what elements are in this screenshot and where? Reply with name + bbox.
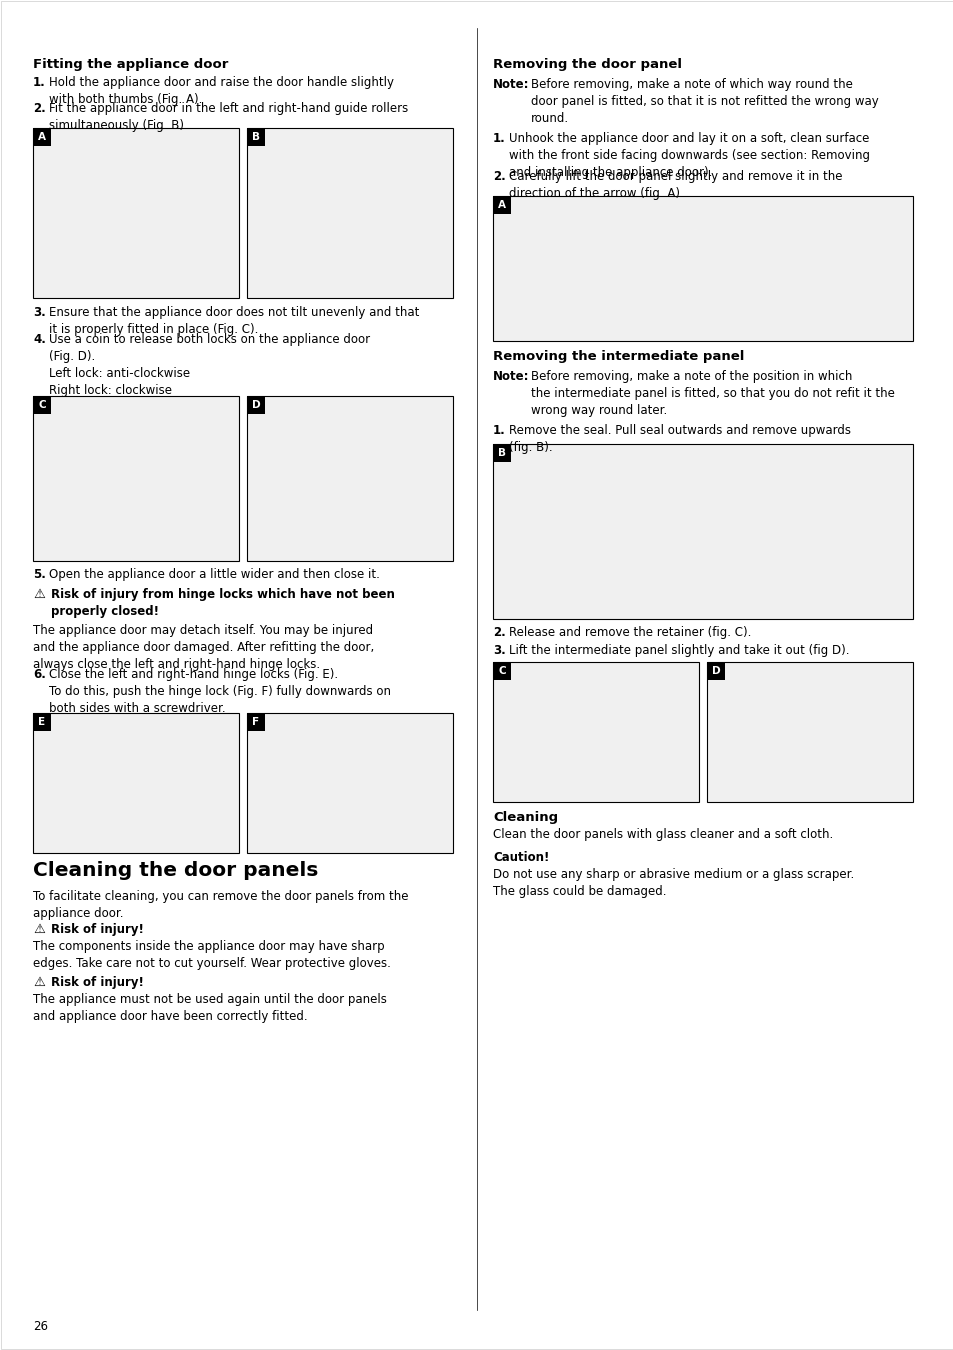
Bar	[493, 662, 511, 680]
Text: F: F	[253, 717, 259, 728]
Bar	[493, 444, 511, 462]
Text: Cleaning the door panels: Cleaning the door panels	[33, 861, 318, 880]
Text: 3.: 3.	[33, 306, 46, 319]
Text: B: B	[252, 132, 260, 142]
Text: Fit the appliance door in the left and right-hand guide rollers
simultaneously (: Fit the appliance door in the left and r…	[49, 103, 408, 132]
Text: D: D	[252, 400, 260, 410]
Text: The appliance must not be used again until the door panels
and appliance door ha: The appliance must not be used again unt…	[33, 994, 387, 1023]
Text: Carefully lift the door panel slightly and remove it in the
direction of the arr: Carefully lift the door panel slightly a…	[509, 170, 841, 200]
Text: Open the appliance door a little wider and then close it.: Open the appliance door a little wider a…	[49, 568, 379, 580]
Bar	[493, 196, 912, 342]
Text: 1.: 1.	[493, 424, 505, 437]
Text: A: A	[38, 132, 46, 142]
Text: 1.: 1.	[33, 76, 46, 89]
Bar	[493, 196, 511, 215]
Text: 3.: 3.	[493, 644, 505, 657]
Text: Cleaning: Cleaning	[493, 811, 558, 824]
Text: Use a coin to release both locks on the appliance door
(Fig. D).
Left lock: anti: Use a coin to release both locks on the …	[49, 333, 370, 397]
Text: The components inside the appliance door may have sharp
edges. Take care not to : The components inside the appliance door…	[33, 940, 391, 971]
Text: 2.: 2.	[493, 170, 505, 184]
Text: Release and remove the retainer (fig. C).: Release and remove the retainer (fig. C)…	[509, 626, 751, 639]
Text: 6.: 6.	[33, 668, 46, 680]
Bar	[247, 128, 453, 298]
Text: C: C	[38, 400, 46, 410]
Bar	[247, 396, 265, 414]
Text: Note:: Note:	[493, 370, 529, 383]
Bar	[706, 662, 912, 802]
Text: Removing the intermediate panel: Removing the intermediate panel	[493, 350, 743, 363]
Text: The appliance door may detach itself. You may be injured
and the appliance door : The appliance door may detach itself. Yo…	[33, 624, 374, 671]
Text: Do not use any sharp or abrasive medium or a glass scraper.
The glass could be d: Do not use any sharp or abrasive medium …	[493, 868, 853, 898]
Text: B: B	[497, 448, 505, 458]
Text: Note:: Note:	[493, 78, 529, 90]
Bar	[247, 128, 265, 146]
Text: C: C	[497, 666, 505, 676]
Text: To facilitate cleaning, you can remove the door panels from the
appliance door.: To facilitate cleaning, you can remove t…	[33, 890, 408, 919]
Text: 26: 26	[33, 1320, 48, 1332]
Text: A: A	[497, 200, 505, 211]
Bar	[33, 128, 51, 146]
Text: Ensure that the appliance door does not tilt unevenly and that
it is properly fi: Ensure that the appliance door does not …	[49, 306, 419, 336]
Text: Risk of injury!: Risk of injury!	[51, 976, 144, 990]
Text: Unhook the appliance door and lay it on a soft, clean surface
with the front sid: Unhook the appliance door and lay it on …	[509, 132, 869, 180]
Bar	[33, 396, 51, 414]
Text: ⚠: ⚠	[33, 923, 45, 936]
Text: Hold the appliance door and raise the door handle slightly
with both thumbs (Fig: Hold the appliance door and raise the do…	[49, 76, 394, 107]
Bar	[33, 128, 239, 298]
Text: ⚠: ⚠	[33, 589, 45, 601]
Text: Remove the seal. Pull seal outwards and remove upwards
(fig. B).: Remove the seal. Pull seal outwards and …	[509, 424, 850, 454]
Bar	[33, 396, 239, 562]
Text: Before removing, make a note of the position in which
the intermediate panel is : Before removing, make a note of the posi…	[531, 370, 894, 417]
Text: 1.: 1.	[493, 132, 505, 144]
Bar	[493, 662, 699, 802]
Text: Fitting the appliance door: Fitting the appliance door	[33, 58, 228, 72]
Bar	[493, 444, 912, 620]
Text: 4.: 4.	[33, 333, 46, 346]
Text: Removing the door panel: Removing the door panel	[493, 58, 681, 72]
Text: 2.: 2.	[493, 626, 505, 639]
Text: 5.: 5.	[33, 568, 46, 580]
Bar	[706, 662, 724, 680]
Text: D: D	[711, 666, 720, 676]
Text: Risk of injury!: Risk of injury!	[51, 923, 144, 936]
Text: Before removing, make a note of which way round the
door panel is fitted, so tha: Before removing, make a note of which wa…	[531, 78, 878, 126]
Bar	[33, 713, 239, 853]
Text: Risk of injury from hinge locks which have not been
properly closed!: Risk of injury from hinge locks which ha…	[51, 589, 395, 618]
Text: ⚠: ⚠	[33, 976, 45, 990]
Text: E: E	[38, 717, 46, 728]
Text: Lift the intermediate panel slightly and take it out (fig D).: Lift the intermediate panel slightly and…	[509, 644, 848, 657]
Text: Close the left and right-hand hinge locks (Fig. E).
To do this, push the hinge l: Close the left and right-hand hinge lock…	[49, 668, 391, 716]
Bar	[247, 713, 265, 730]
Text: 2.: 2.	[33, 103, 46, 115]
Text: Caution!: Caution!	[493, 850, 549, 864]
Text: Clean the door panels with glass cleaner and a soft cloth.: Clean the door panels with glass cleaner…	[493, 828, 832, 841]
Bar	[33, 713, 51, 730]
Bar	[247, 713, 453, 853]
Bar	[247, 396, 453, 562]
